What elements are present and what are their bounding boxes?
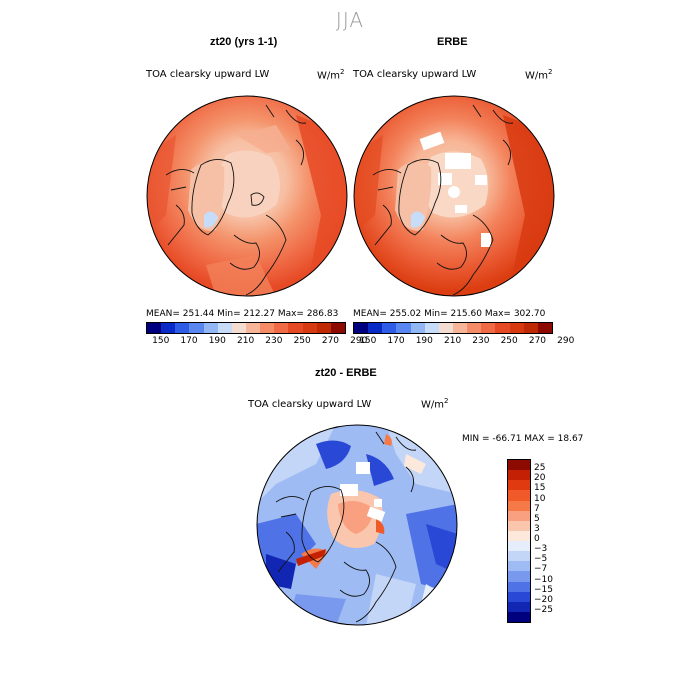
colorbar-swatch bbox=[203, 323, 218, 333]
colorbar-swatch bbox=[302, 323, 317, 333]
colorbar-swatch bbox=[508, 460, 530, 471]
colorbar-swatch bbox=[508, 591, 530, 602]
colorbar-swatch bbox=[147, 323, 162, 333]
colorbar-tick-label: 0 bbox=[534, 534, 540, 544]
colorbar-tick-label: 230 bbox=[265, 336, 283, 346]
colorbar-tick-label: 270 bbox=[321, 336, 340, 346]
panel3-title: zt20 - ERBE bbox=[315, 367, 377, 379]
colorbar-swatch bbox=[231, 323, 246, 333]
panel2-colorbar-labels: 150 170 190 210 230 250 270 290 bbox=[353, 336, 574, 348]
panel1-unit: W/m2 bbox=[317, 68, 345, 82]
panel3-stats: MIN = -66.71 MAX = 18.67 bbox=[462, 434, 584, 444]
colorbar-swatch bbox=[508, 470, 530, 481]
colorbar-swatch bbox=[523, 323, 538, 333]
colorbar-swatch bbox=[509, 323, 524, 333]
panel3-unit: W/m2 bbox=[421, 397, 449, 411]
colorbar-tick-label: 15 bbox=[534, 483, 546, 494]
panel1-colorbar bbox=[146, 322, 346, 334]
colorbar-tick-label: 25 bbox=[534, 463, 546, 474]
colorbar-swatch bbox=[330, 323, 345, 333]
colorbar-tick-label: 250 bbox=[500, 336, 518, 346]
colorbar-swatch bbox=[274, 323, 289, 333]
colorbar-tick-label: 7 bbox=[534, 503, 540, 514]
colorbar-swatch bbox=[508, 480, 530, 491]
colorbar-tick-label: −5 bbox=[534, 554, 548, 565]
colorbar-swatch bbox=[508, 611, 530, 622]
colorbar-tick-label: 190 bbox=[208, 336, 226, 346]
panel2-colorbar bbox=[353, 322, 553, 334]
panel2-stats: MEAN= 255.02 Min= 215.60 Max= 302.70 bbox=[353, 309, 546, 319]
colorbar-swatch bbox=[508, 530, 530, 541]
colorbar-tick-label: 230 bbox=[472, 336, 490, 346]
panel1-colorbar-labels: 150 170 190 210 230 250 270 290 bbox=[146, 336, 367, 348]
colorbar-swatch bbox=[508, 500, 530, 511]
colorbar-swatch bbox=[508, 490, 530, 501]
panel2-unit: W/m2 bbox=[525, 68, 553, 82]
colorbar-tick-label: −10 bbox=[534, 574, 553, 585]
colorbar-tick-label: 290 bbox=[557, 336, 575, 346]
colorbar-swatch bbox=[288, 323, 303, 333]
colorbar-swatch bbox=[508, 551, 530, 562]
colorbar-swatch bbox=[438, 323, 453, 333]
colorbar-swatch bbox=[368, 323, 383, 333]
colorbar-swatch bbox=[508, 601, 530, 612]
colorbar-tick-label: 5 bbox=[534, 513, 540, 524]
colorbar-swatch bbox=[508, 561, 530, 572]
panel2-polar-map bbox=[353, 95, 555, 297]
colorbar-swatch bbox=[508, 581, 530, 592]
colorbar-tick-label: 170 bbox=[180, 336, 198, 346]
colorbar-swatch bbox=[508, 571, 530, 582]
colorbar-swatch bbox=[175, 323, 190, 333]
panel2-title: ERBE bbox=[437, 36, 468, 48]
colorbar-tick-label: 170 bbox=[387, 336, 405, 346]
colorbar-tick-label: 150 bbox=[359, 336, 377, 346]
colorbar-tick-label: 3 bbox=[534, 523, 540, 534]
panel3-colorbar bbox=[507, 459, 531, 623]
colorbar-tick-label: 270 bbox=[528, 336, 547, 346]
colorbar-tick-label: −7 bbox=[534, 564, 548, 575]
colorbar-swatch bbox=[189, 323, 204, 333]
colorbar-swatch bbox=[537, 323, 552, 333]
colorbar-swatch bbox=[452, 323, 468, 333]
colorbar-swatch bbox=[481, 323, 496, 333]
colorbar-swatch bbox=[508, 520, 530, 531]
colorbar-swatch bbox=[508, 541, 530, 552]
panel1-subtitle: TOA clearsky upward LW bbox=[146, 69, 270, 80]
colorbar-swatch bbox=[424, 323, 439, 333]
colorbar-swatch bbox=[354, 323, 369, 333]
colorbar-tick-label: 10 bbox=[534, 493, 546, 504]
colorbar-swatch bbox=[161, 323, 176, 333]
colorbar-tick-label: 190 bbox=[415, 336, 433, 346]
colorbar-tick-label: −15 bbox=[534, 584, 553, 595]
colorbar-tick-label: −20 bbox=[534, 594, 553, 605]
colorbar-swatch bbox=[382, 323, 397, 333]
panel2-subtitle: TOA clearsky upward LW bbox=[353, 69, 477, 80]
panel1-polar-map bbox=[146, 95, 348, 297]
colorbar-tick-label: −25 bbox=[534, 604, 553, 615]
colorbar-swatch bbox=[245, 323, 261, 333]
colorbar-tick-label: 250 bbox=[293, 336, 311, 346]
colorbar-tick-label: −3 bbox=[534, 544, 548, 555]
colorbar-swatch bbox=[410, 323, 425, 333]
panel1-stats: MEAN= 251.44 Min= 212.27 Max= 286.83 bbox=[146, 309, 339, 319]
colorbar-tick-label: 150 bbox=[152, 336, 170, 346]
panel3-polar-map bbox=[256, 424, 458, 626]
colorbar-tick-label: 20 bbox=[534, 473, 546, 484]
colorbar-swatch bbox=[396, 323, 411, 333]
colorbar-swatch bbox=[260, 323, 275, 333]
colorbar-tick-label: 210 bbox=[444, 336, 462, 346]
colorbar-swatch bbox=[495, 323, 510, 333]
colorbar-swatch bbox=[467, 323, 482, 333]
colorbar-swatch bbox=[217, 323, 232, 333]
panel1-title: zt20 (yrs 1-1) bbox=[210, 36, 278, 48]
colorbar-swatch bbox=[316, 323, 331, 333]
panel3-colorbar-labels: 25 20 15 10 7 5 3 0 −3 −5 −7 −10 −15 −20 −25 bbox=[534, 459, 574, 621]
colorbar-tick-label: 210 bbox=[237, 336, 255, 346]
colorbar-swatch bbox=[508, 510, 530, 521]
season-title: JJA bbox=[335, 8, 365, 32]
panel3-subtitle: TOA clearsky upward LW bbox=[248, 399, 372, 410]
colorbar-tick-label: 290 bbox=[350, 336, 368, 346]
